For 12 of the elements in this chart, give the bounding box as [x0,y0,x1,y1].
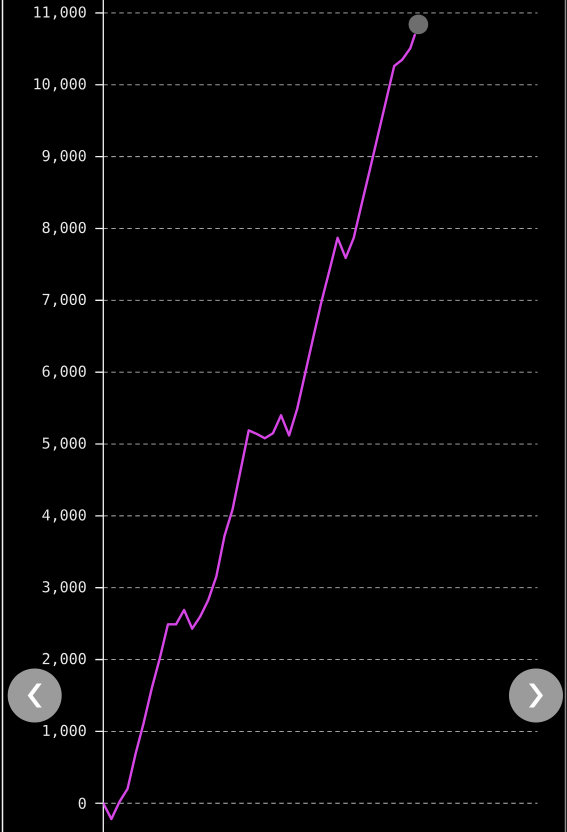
y-tick-label: 11,000 [34,6,86,20]
y-tick-label: 8,000 [42,222,86,236]
y-tick-label: 3,000 [42,581,86,594]
y-tick-label: 1,000 [43,724,86,738]
y-tick-label: 2,000 [42,652,86,666]
y-tick-label: 7,000 [42,294,86,307]
y-tick-label: 9,000 [42,150,86,164]
y-tick-label: 5,000 [42,437,86,451]
y-tick-label: 4,000 [42,509,86,522]
y-tick-label: 10,000 [34,78,86,92]
y-tick-label: 0 [78,798,86,809]
y-tick-label: 6,000 [42,366,86,379]
